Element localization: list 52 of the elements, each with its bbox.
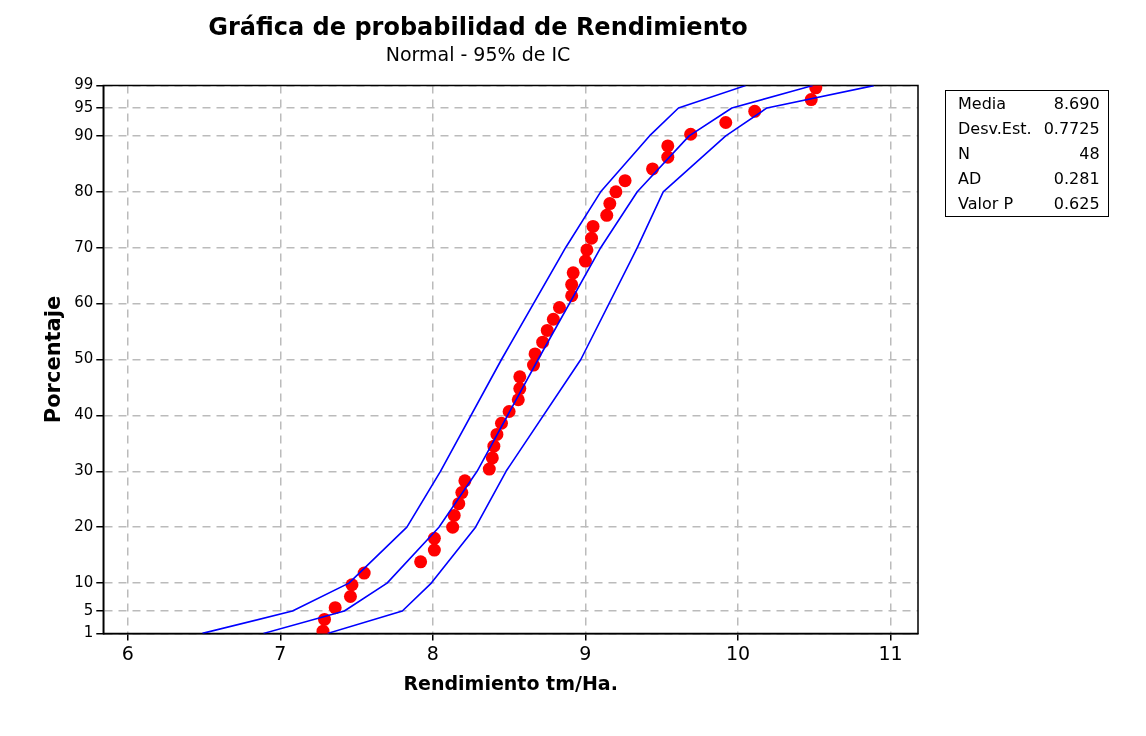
y-tick-label: 5	[83, 600, 94, 619]
point	[609, 185, 623, 199]
point	[661, 139, 675, 153]
point	[540, 323, 554, 337]
point	[580, 243, 594, 257]
text: Media 8.690	[958, 94, 1100, 113]
y-tick-label: 70	[74, 237, 94, 256]
y-tick-label: 90	[74, 125, 94, 144]
x-tick-label: 6	[121, 641, 134, 664]
point	[446, 520, 460, 534]
y-tick-label: 60	[74, 293, 94, 312]
text: N 48	[958, 144, 1100, 163]
y-tick-label: 10	[74, 572, 94, 591]
point	[546, 312, 560, 326]
text: AD 0.281	[958, 169, 1100, 188]
point	[328, 601, 342, 615]
point	[485, 451, 499, 465]
y-tick-label: 50	[74, 349, 94, 368]
point	[343, 590, 357, 604]
point	[482, 462, 496, 476]
y-tick-label: 1	[83, 623, 94, 642]
x-tick-label: 8	[426, 641, 439, 664]
point	[552, 301, 566, 315]
chart-title: Gráfica de probabilidad de Rendimiento	[208, 12, 748, 41]
x-tick-label: 11	[878, 641, 903, 664]
x-tick-label: 7	[274, 641, 287, 664]
point	[578, 254, 592, 268]
x-tick-label: 10	[725, 641, 751, 664]
y-tick-label: 30	[74, 461, 94, 480]
point	[566, 266, 580, 280]
y-tick-label: 20	[74, 517, 94, 536]
point	[719, 115, 733, 129]
point	[618, 174, 632, 188]
point	[586, 219, 600, 233]
x-tick-label: 9	[579, 641, 592, 664]
point	[447, 508, 461, 522]
y-tick-label: 95	[74, 97, 94, 116]
y-tick-label: 80	[74, 181, 94, 200]
y-axis-title: Porcentaje	[41, 295, 66, 424]
point	[513, 370, 527, 384]
point	[427, 543, 441, 557]
x-axis-title: Rendimiento tm/Ha.	[403, 671, 618, 694]
point	[565, 278, 579, 292]
point	[603, 197, 617, 211]
point	[585, 231, 598, 245]
text: Desv.Est. 0.7725	[957, 118, 1101, 140]
chart-subtitle: Normal - 95% de IC	[385, 43, 571, 66]
y-tick-label: 40	[74, 405, 94, 424]
y-tick-label: 99	[74, 75, 94, 94]
point	[414, 555, 428, 569]
text: Valor P 0.625	[958, 194, 1100, 213]
point	[600, 208, 614, 222]
